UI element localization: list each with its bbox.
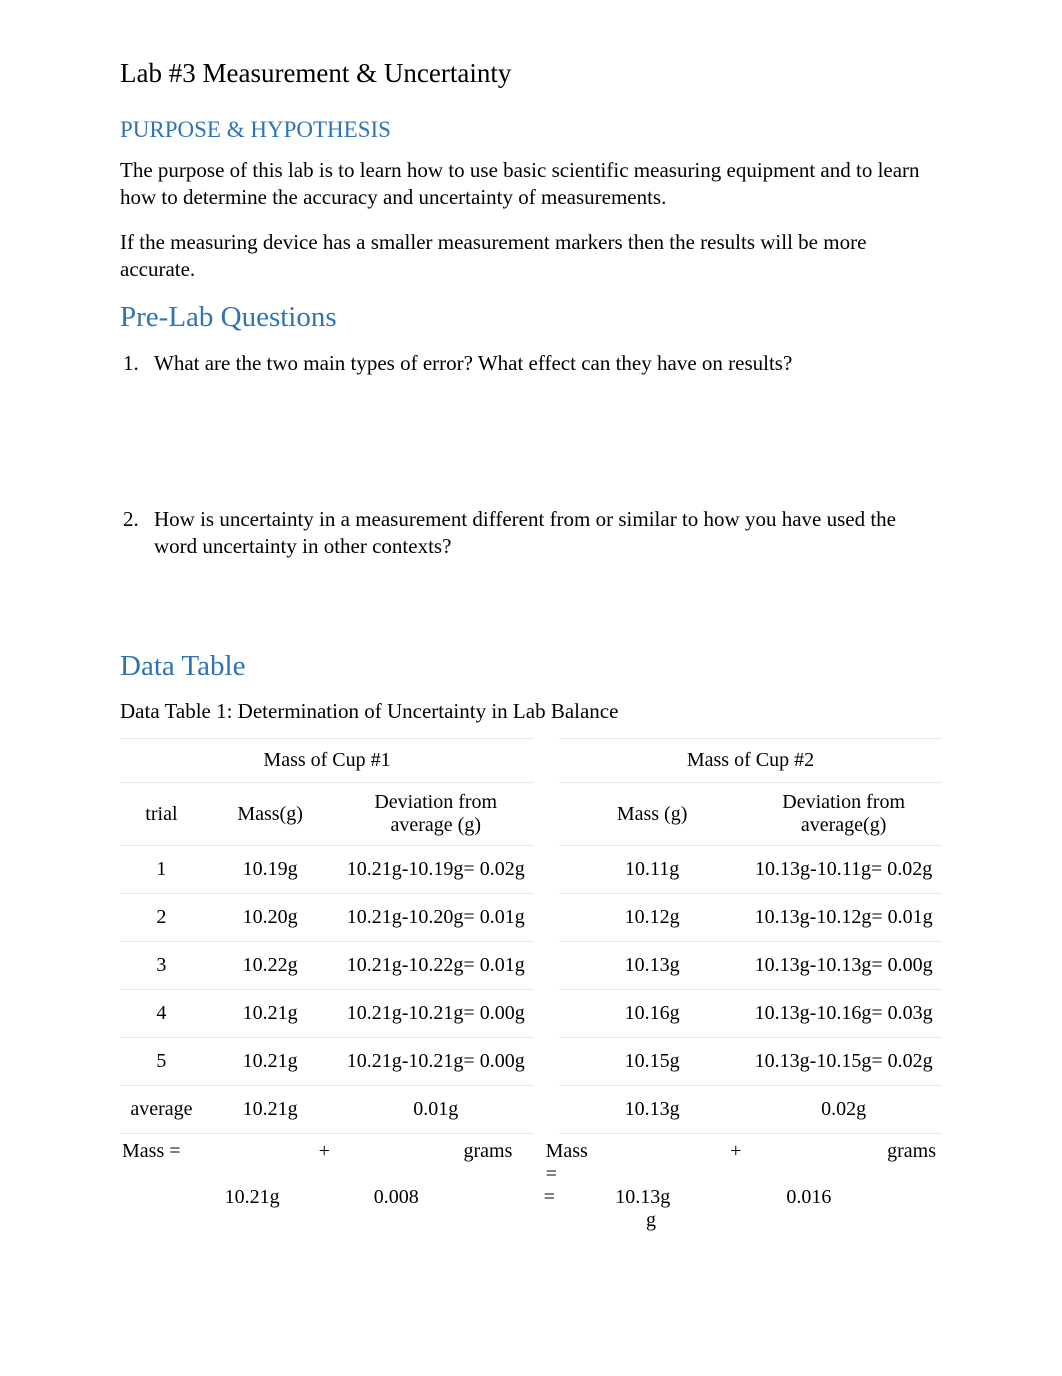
mass-val1b: 0.008 (344, 1186, 448, 1209)
page-title: Lab #3 Measurement & Uncertainty (120, 58, 942, 89)
cell-m1: 10.20g (203, 894, 338, 942)
mass-unit-1: grams (448, 1140, 518, 1186)
col-trial: trial (120, 783, 203, 846)
table-sep (534, 1038, 559, 1086)
prelab-q2: How is uncertainty in a measurement diff… (144, 506, 942, 560)
mass-third-right: g (531, 1209, 942, 1232)
table-sep (534, 739, 559, 783)
mass-blank (600, 1140, 716, 1186)
mass-sub-left: 10.21g 0.008 (120, 1186, 518, 1209)
table-row: 4 10.21g 10.21g-10.21g= 0.00g 10.16g 10.… (120, 990, 942, 1038)
mass-summary-line2: 10.21g 0.008 = 10.13g 0.016 (120, 1186, 942, 1209)
mass-blank (872, 1186, 942, 1209)
mass-sub-right: = 10.13g 0.016 (544, 1186, 942, 1209)
table-caption: Data Table 1: Determination of Uncertain… (120, 699, 942, 724)
page: Lab #3 Measurement & Uncertainty PURPOSE… (0, 0, 1062, 1376)
mass-val1a: 10.21g (200, 1186, 304, 1209)
cell-trial: 3 (120, 942, 203, 990)
table-sep (534, 846, 559, 894)
purpose-text-2: If the measuring device has a smaller me… (120, 229, 942, 283)
col-dev1: Deviation from average (g) (337, 783, 534, 846)
avg-m1: 10.21g (203, 1086, 338, 1134)
table-group-header: Mass of Cup #1 Mass of Cup #2 (120, 739, 942, 783)
cell-trial: 5 (120, 1038, 203, 1086)
mass-blank (200, 1140, 304, 1186)
uncertainty-table: Mass of Cup #1 Mass of Cup #2 trial Mass… (120, 738, 942, 1134)
mass-blank (304, 1186, 344, 1209)
mass-blank (706, 1186, 746, 1209)
group1-label: Mass of Cup #1 (120, 739, 534, 783)
mass-summary-right: Mass = + grams (544, 1140, 942, 1186)
cell-d1: 10.21g-10.21g= 0.00g (337, 1038, 534, 1086)
mass-plus-2: + (716, 1140, 756, 1186)
prelab-heading: Pre-Lab Questions (120, 301, 942, 334)
table-rows: 1 10.19g 10.21g-10.19g= 0.02g 10.11g 10.… (120, 846, 942, 1134)
mass-val2a-suffix: g (646, 1209, 942, 1232)
mass-blank (448, 1186, 518, 1209)
table-sep (534, 990, 559, 1038)
table-sep (534, 942, 559, 990)
mass-eq: = (544, 1186, 580, 1209)
cell-m1: 10.19g (203, 846, 338, 894)
cell-m2: 10.12g (559, 894, 745, 942)
avg-label: average (120, 1086, 203, 1134)
table-row: 1 10.19g 10.21g-10.19g= 0.02g 10.11g 10.… (120, 846, 942, 894)
group2-label: Mass of Cup #2 (559, 739, 942, 783)
mass-val2a: 10.13g (580, 1186, 706, 1209)
table-row: 5 10.21g 10.21g-10.21g= 0.00g 10.15g 10.… (120, 1038, 942, 1086)
mass-unit-2: grams (872, 1140, 942, 1186)
cell-d1: 10.21g-10.22g= 0.01g (337, 942, 534, 990)
cell-d2: 10.13g-10.15g= 0.02g (745, 1038, 942, 1086)
purpose-heading: PURPOSE & HYPOTHESIS (120, 117, 942, 143)
cell-m2: 10.13g (559, 942, 745, 990)
mass-blank (756, 1140, 872, 1186)
cell-m1: 10.21g (203, 1038, 338, 1086)
table-sub-header: trial Mass(g) Deviation from average (g)… (120, 783, 942, 846)
cell-m1: 10.22g (203, 942, 338, 990)
col-mass1: Mass(g) (203, 783, 338, 846)
cell-m2: 10.15g (559, 1038, 745, 1086)
mass-val2b: 0.016 (746, 1186, 872, 1209)
cell-m2: 10.16g (559, 990, 745, 1038)
cell-d2: 10.13g-10.12g= 0.01g (745, 894, 942, 942)
table-avg-row: average 10.21g 0.01g 10.13g 0.02g (120, 1086, 942, 1134)
cell-d1: 10.21g-10.21g= 0.00g (337, 990, 534, 1038)
cell-trial: 4 (120, 990, 203, 1038)
mass-summary-line3: g (120, 1209, 942, 1232)
mass-label-1: Mass = (120, 1140, 200, 1186)
col-dev2: Deviation from average(g) (745, 783, 942, 846)
mass-gap (518, 1186, 543, 1209)
mass-blank (531, 1209, 646, 1232)
mass-plus-1: + (304, 1140, 344, 1186)
cell-d1: 10.21g-10.20g= 0.01g (337, 894, 534, 942)
cell-d1: 10.21g-10.19g= 0.02g (337, 846, 534, 894)
cell-trial: 2 (120, 894, 203, 942)
mass-gap (518, 1140, 543, 1186)
prelab-q1: What are the two main types of error? Wh… (144, 350, 942, 377)
col-mass2: Mass (g) (559, 783, 745, 846)
avg-d2: 0.02g (745, 1086, 942, 1134)
table-row: 2 10.20g 10.21g-10.20g= 0.01g 10.12g 10.… (120, 894, 942, 942)
table-row: 3 10.22g 10.21g-10.22g= 0.01g 10.13g 10.… (120, 942, 942, 990)
mass-label-2: Mass = (544, 1140, 600, 1186)
avg-m2: 10.13g (559, 1086, 745, 1134)
mass-blank (344, 1140, 448, 1186)
mass-blank (120, 1186, 200, 1209)
mass-blank (120, 1209, 531, 1232)
cell-d2: 10.13g-10.13g= 0.00g (745, 942, 942, 990)
prelab-list: What are the two main types of error? Wh… (144, 350, 942, 561)
cell-d2: 10.13g-10.16g= 0.03g (745, 990, 942, 1038)
cell-m1: 10.21g (203, 990, 338, 1038)
cell-d2: 10.13g-10.11g= 0.02g (745, 846, 942, 894)
avg-d1: 0.01g (337, 1086, 534, 1134)
cell-m2: 10.11g (559, 846, 745, 894)
mass-summary-left: Mass = + grams (120, 1140, 518, 1186)
purpose-text-1: The purpose of this lab is to learn how … (120, 157, 942, 211)
data-heading: Data Table (120, 650, 942, 683)
cell-trial: 1 (120, 846, 203, 894)
table-sep (534, 894, 559, 942)
mass-summary-line1: Mass = + grams Mass = + grams (120, 1140, 942, 1186)
table-sep (534, 1086, 559, 1134)
table-sep (534, 783, 559, 846)
